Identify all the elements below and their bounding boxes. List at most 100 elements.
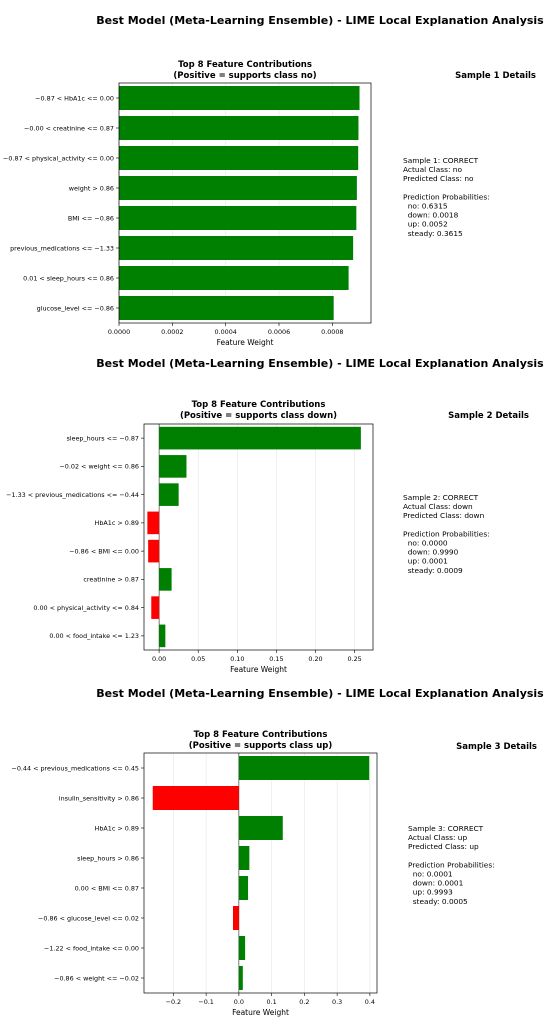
chart-title: Top 8 Feature Contributions: [178, 60, 312, 70]
details-line: no: 0.0001: [408, 870, 453, 879]
bar: [119, 206, 357, 230]
bar: [159, 624, 166, 648]
details-line: steady: 0.0005: [408, 897, 468, 906]
lime-panel-2: Best Model (Meta-Learning Ensemble) - LI…: [6, 357, 544, 674]
details-line: no: 0.0000: [403, 539, 448, 548]
details-line: down: 0.0018: [403, 211, 459, 220]
figure-title: Best Model (Meta-Learning Ensemble) - LI…: [96, 687, 544, 700]
bar: [238, 816, 283, 840]
lime-panel-1: Best Model (Meta-Learning Ensemble) - LI…: [3, 14, 544, 347]
bar: [238, 876, 249, 900]
y-tick-label: −1.33 < previous_medications <= −0.44: [6, 491, 139, 499]
chart-subtitle: (Positive = supports class no): [173, 71, 316, 81]
bar: [147, 511, 160, 535]
bar: [119, 116, 359, 140]
details-line: Predicted Class: down: [403, 511, 485, 520]
x-tick-label: 0.4: [365, 998, 375, 1006]
y-tick-label: −0.44 < previous_medications <= 0.45: [11, 764, 139, 772]
y-tick-label: BMI <= −0.86: [68, 214, 114, 222]
bar: [152, 786, 239, 810]
details-line: steady: 0.3615: [403, 229, 463, 238]
details-line: steady: 0.0009: [403, 566, 463, 575]
details-line: Actual Class: down: [403, 502, 473, 511]
x-tick-label: 0.0002: [161, 328, 183, 336]
y-tick-label: weight > 0.86: [69, 184, 114, 192]
x-tick-label: 0.10: [230, 655, 244, 663]
y-tick-label: −0.87 < physical_activity <= 0.00: [3, 154, 114, 162]
chart-subtitle: (Positive = supports class up): [189, 741, 333, 751]
y-tick-label: −0.87 < HbA1c <= 0.00: [35, 94, 114, 102]
details-line: Actual Class: no: [403, 165, 462, 174]
x-tick-label: 0.0004: [214, 328, 236, 336]
bar: [148, 539, 160, 563]
y-tick-label: 0.00 < food_intake <= 1.23: [49, 632, 139, 640]
x-tick-label: 0.0006: [268, 328, 290, 336]
y-tick-label: 0.00 < BMI <= 0.87: [75, 884, 139, 892]
details-line: Prediction Probabilities:: [403, 192, 490, 201]
x-tick-label: 0.00: [152, 655, 166, 663]
x-axis-label: Feature Weight: [230, 665, 287, 674]
details-line: Prediction Probabilities:: [408, 860, 495, 869]
bar: [238, 846, 250, 870]
chart-title: Top 8 Feature Contributions: [194, 730, 328, 740]
details-line: Sample 1: CORRECT: [403, 156, 479, 165]
x-tick-label: 0.15: [269, 655, 283, 663]
figure-title: Best Model (Meta-Learning Ensemble) - LI…: [96, 357, 544, 370]
details-title: Sample 1 Details: [455, 71, 536, 81]
x-tick-label: 0.0008: [321, 328, 343, 336]
y-tick-label: previous_medications <= −1.33: [10, 244, 114, 252]
bar: [238, 966, 243, 990]
y-tick-label: −1.22 < food_intake <= 0.00: [44, 944, 139, 952]
y-tick-label: −0.86 < BMI <= 0.00: [69, 547, 139, 555]
x-tick-label: 0.0: [234, 998, 244, 1006]
details-line: Sample 3: CORRECT: [408, 824, 484, 833]
y-tick-label: sleep_hours <= −0.87: [66, 434, 139, 442]
details-line: down: 0.9990: [403, 548, 459, 557]
y-tick-label: HbA1c > 0.89: [95, 519, 139, 527]
y-tick-label: HbA1c > 0.89: [95, 824, 139, 832]
bar: [151, 596, 160, 619]
details-title: Sample 2 Details: [448, 411, 529, 421]
details-line: up: 0.0052: [403, 220, 448, 229]
chart-subtitle: (Positive = supports class down): [180, 411, 337, 421]
x-tick-label: −0.1: [198, 998, 214, 1006]
figure-title: Best Model (Meta-Learning Ensemble) - LI…: [96, 14, 544, 27]
chart-title: Top 8 Feature Contributions: [192, 400, 326, 410]
bar: [232, 906, 239, 930]
x-tick-label: 0.20: [308, 655, 322, 663]
details-line: Sample 2: CORRECT: [403, 493, 479, 502]
details-line: Prediction Probabilities:: [403, 529, 490, 538]
details-line: up: 0.0001: [403, 557, 448, 566]
x-tick-label: 0.2: [299, 998, 309, 1006]
plot-frame: [118, 82, 372, 324]
bar: [159, 483, 179, 506]
y-tick-label: −0.86 < weight <= −0.02: [54, 974, 139, 982]
bar: [159, 455, 187, 478]
plot-frame: [143, 752, 378, 994]
x-tick-label: 0.25: [348, 655, 362, 663]
bar: [119, 236, 354, 260]
x-tick-label: 0.1: [267, 998, 277, 1006]
x-tick-label: −0.2: [166, 998, 182, 1006]
y-tick-label: glucose_level <= −0.86: [37, 304, 114, 312]
y-tick-label: −0.00 < creatinine <= 0.87: [24, 124, 114, 132]
x-axis-label: Feature Weight: [217, 338, 274, 347]
y-tick-label: 0.00 < physical_activity <= 0.84: [33, 604, 139, 612]
lime-panel-3: Best Model (Meta-Learning Ensemble) - LI…: [11, 687, 544, 1017]
details-line: no: 0.6315: [403, 202, 448, 211]
details-title: Sample 3 Details: [456, 742, 537, 752]
bar: [119, 86, 360, 110]
y-tick-label: −0.02 < weight <= 0.86: [59, 463, 139, 471]
details-line: Predicted Class: up: [408, 842, 479, 851]
y-tick-label: creatinine > 0.87: [83, 576, 139, 584]
y-tick-label: 0.01 < sleep_hours <= 0.86: [23, 274, 114, 282]
y-tick-label: sleep_hours > 0.86: [77, 854, 139, 862]
bar: [119, 266, 349, 290]
bar: [119, 176, 357, 200]
x-tick-label: 0.05: [191, 655, 205, 663]
x-tick-label: 0.3: [332, 998, 342, 1006]
x-axis-label: Feature Weight: [232, 1008, 289, 1017]
bar: [159, 568, 172, 591]
bar: [119, 146, 359, 170]
